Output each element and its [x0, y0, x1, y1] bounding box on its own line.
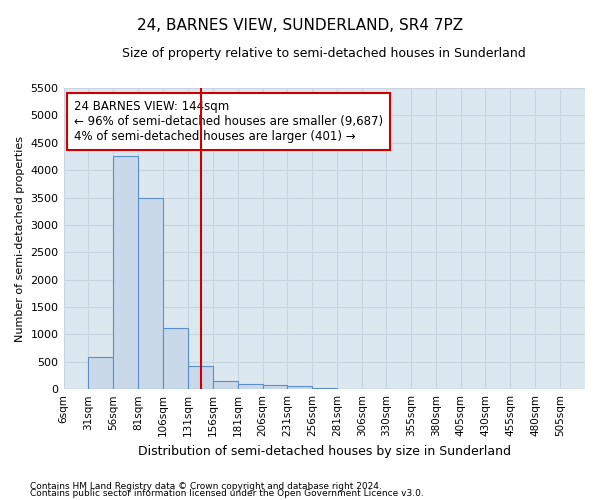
Bar	[88, 358, 113, 389]
Text: Contains HM Land Registry data © Crown copyright and database right 2024.: Contains HM Land Registry data © Crown c…	[30, 482, 382, 491]
Bar	[138, 198, 163, 389]
Text: Contains public sector information licensed under the Open Government Licence v3: Contains public sector information licen…	[30, 489, 424, 498]
Text: 24 BARNES VIEW: 144sqm
← 96% of semi-detached houses are smaller (9,687)
4% of s: 24 BARNES VIEW: 144sqm ← 96% of semi-det…	[74, 100, 383, 143]
Bar	[287, 386, 313, 389]
Title: Size of property relative to semi-detached houses in Sunderland: Size of property relative to semi-detach…	[122, 48, 526, 60]
Bar	[113, 156, 138, 389]
Bar	[213, 381, 238, 389]
Bar	[313, 388, 337, 389]
Bar	[188, 366, 213, 389]
Bar	[163, 328, 188, 389]
Text: 24, BARNES VIEW, SUNDERLAND, SR4 7PZ: 24, BARNES VIEW, SUNDERLAND, SR4 7PZ	[137, 18, 463, 32]
Bar	[238, 384, 263, 389]
X-axis label: Distribution of semi-detached houses by size in Sunderland: Distribution of semi-detached houses by …	[138, 444, 511, 458]
Y-axis label: Number of semi-detached properties: Number of semi-detached properties	[15, 136, 25, 342]
Bar	[263, 385, 287, 389]
